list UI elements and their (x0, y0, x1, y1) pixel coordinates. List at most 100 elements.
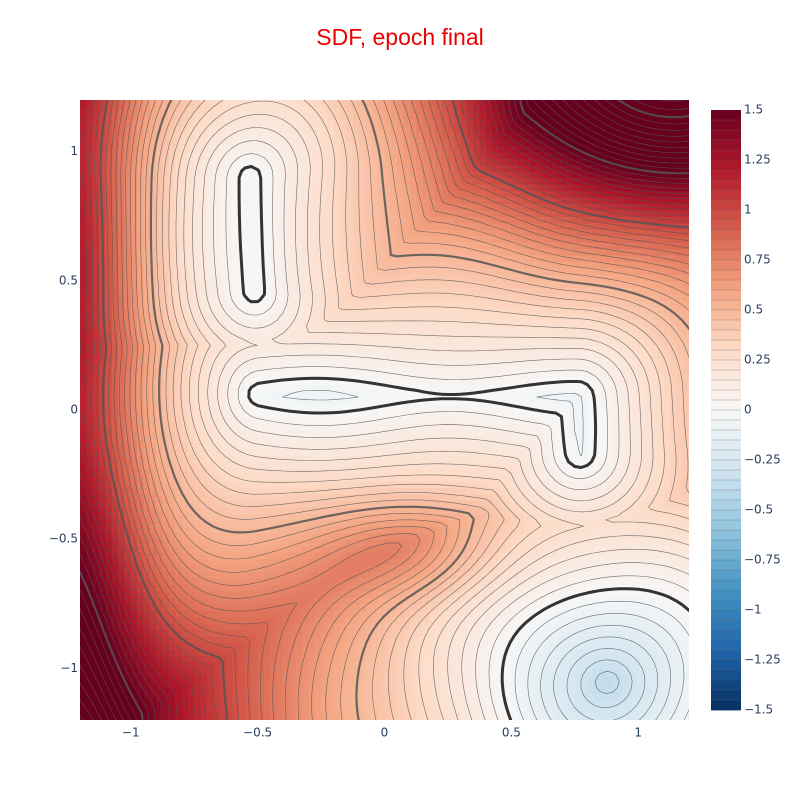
heat-cell (568, 546, 575, 553)
heat-cell (207, 546, 214, 553)
heat-cell (619, 539, 626, 546)
heat-cell (264, 597, 271, 604)
heat-cell (365, 694, 372, 701)
heat-cell (626, 539, 633, 546)
heat-cell (283, 707, 290, 714)
heat-cell (613, 559, 620, 566)
heat-cell (251, 655, 258, 662)
heat-cell (404, 668, 411, 675)
heat-cell (607, 707, 614, 714)
heat-cell (543, 520, 550, 527)
heat-cell (607, 494, 614, 501)
heat-cell (473, 655, 480, 662)
heat-cell (530, 526, 537, 533)
heat-cell (429, 668, 436, 675)
heat-cell (486, 552, 493, 559)
heat-cell (683, 655, 690, 662)
heat-cell (372, 662, 379, 669)
heat-cell (467, 591, 474, 598)
heat-cell (594, 513, 601, 520)
heat-cell (638, 591, 645, 598)
heat-cell (524, 539, 531, 546)
heat-cell (105, 617, 112, 624)
heat-cell (220, 520, 227, 527)
heat-cell (296, 513, 303, 520)
heat-cell (346, 481, 353, 488)
heat-cell (435, 617, 442, 624)
heat-cell (683, 591, 690, 598)
heat-cell (442, 552, 449, 559)
heat-cell (626, 520, 633, 527)
heat-cell (232, 668, 239, 675)
heat-cell (251, 610, 258, 617)
heat-cell (391, 610, 398, 617)
heat-cell (391, 623, 398, 630)
heat-cell (372, 520, 379, 527)
heat-cell (86, 701, 93, 708)
heat-cell (461, 513, 468, 520)
heat-cell (657, 584, 664, 591)
heat-cell (626, 630, 633, 637)
heat-cell (664, 681, 671, 688)
heat-cell (397, 714, 404, 721)
heat-cell (321, 668, 328, 675)
heat-cell (416, 675, 423, 682)
heat-cell (340, 694, 347, 701)
heat-cell (182, 617, 189, 624)
heat-cell (626, 655, 633, 662)
heat-cell (543, 643, 550, 650)
heat-cell (448, 526, 455, 533)
heat-cell (556, 552, 563, 559)
heat-cell (524, 610, 531, 617)
heat-cell (626, 559, 633, 566)
heat-cell (80, 655, 87, 662)
heat-cell (645, 675, 652, 682)
heat-cell (283, 668, 290, 675)
heat-cell (289, 578, 296, 585)
heat-cell (600, 591, 607, 598)
heat-cell (327, 617, 334, 624)
heat-cell (581, 571, 588, 578)
heat-cell (676, 681, 683, 688)
heat-cell (277, 630, 284, 637)
heat-cell (251, 559, 258, 566)
heat-cell (258, 694, 265, 701)
heat-cell (258, 610, 265, 617)
heat-cell (385, 494, 392, 501)
heat-cell (543, 507, 550, 514)
heat-cell (321, 688, 328, 695)
heat-cell (385, 662, 392, 669)
heat-cell (283, 539, 290, 546)
heat-cell (397, 681, 404, 688)
heat-cell (454, 636, 461, 643)
heat-cell (600, 623, 607, 630)
heat-cell (264, 610, 271, 617)
heat-cell (575, 513, 582, 520)
heat-cell (575, 694, 582, 701)
heat-cell (378, 701, 385, 708)
heat-cell (435, 597, 442, 604)
heat-cell (619, 655, 626, 662)
heat-cell (321, 597, 328, 604)
heat-cell (296, 604, 303, 611)
heat-cell (549, 539, 556, 546)
heat-cell (270, 681, 277, 688)
heat-cell (499, 597, 506, 604)
heat-cell (385, 591, 392, 598)
heat-cell (543, 668, 550, 675)
heat-cell (86, 610, 93, 617)
heat-cell (492, 668, 499, 675)
heat-cell (467, 662, 474, 669)
heat-cell (657, 610, 664, 617)
heat-cell (581, 584, 588, 591)
heat-cell (391, 559, 398, 566)
heat-cell (486, 610, 493, 617)
heat-cell (480, 481, 487, 488)
heat-cell (664, 675, 671, 682)
heat-cell (296, 533, 303, 540)
heat-cell (537, 584, 544, 591)
heat-cell (664, 643, 671, 650)
heat-cell (188, 559, 195, 566)
heat-cell (575, 623, 582, 630)
heat-cell (581, 610, 588, 617)
